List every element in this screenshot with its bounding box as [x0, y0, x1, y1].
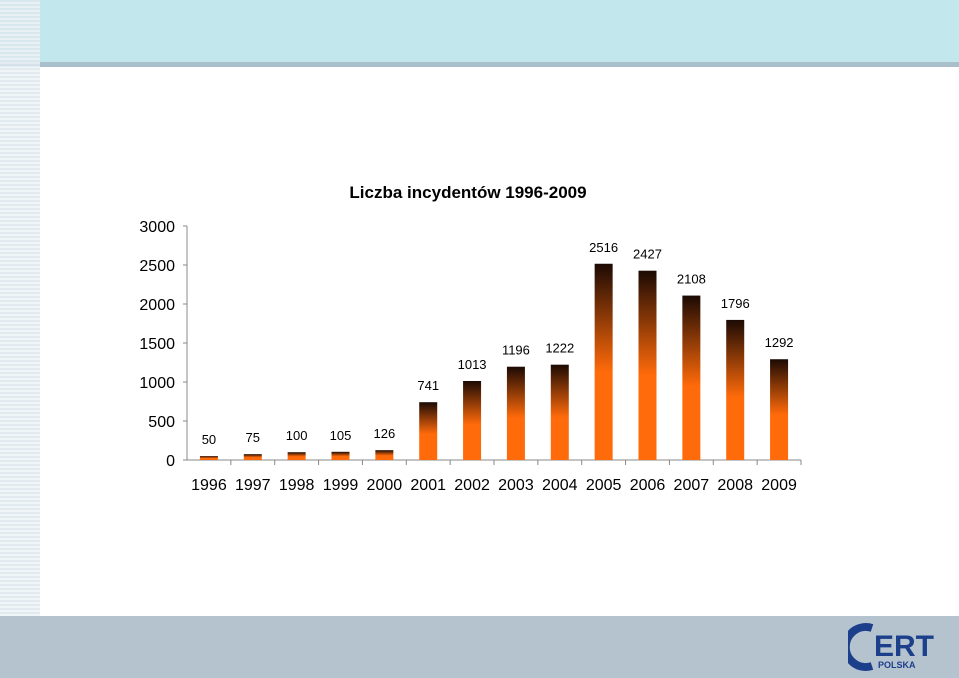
bar	[243, 454, 262, 460]
cert-polska-logo: ERT POLSKA	[848, 623, 934, 671]
data-label: 2108	[677, 272, 706, 287]
data-labels: 50 75 100 105 126 741 1013 1196 1222 2516 2427 2108…	[202, 240, 794, 447]
y-ticks: 0 500 1000 1500 2000 2500 3000	[139, 219, 187, 470]
x-tick-label: 1999	[323, 477, 359, 494]
left-decor-stripe	[0, 0, 40, 678]
bar	[682, 295, 701, 460]
y-tick-label: 500	[148, 414, 175, 431]
data-label: 1796	[721, 296, 750, 311]
y-tick-label: 2500	[139, 258, 175, 275]
bar	[419, 402, 438, 460]
x-tick-label: 2009	[761, 477, 797, 494]
chart-title: Liczba incydentów 1996-2009	[349, 183, 586, 202]
x-tick-label: 2005	[586, 477, 622, 494]
data-label: 1196	[502, 343, 530, 358]
logo-text: ERT	[874, 630, 934, 663]
x-tick-label: 2000	[367, 477, 403, 494]
y-tick-label: 3000	[139, 219, 175, 236]
logo-c-shape	[848, 623, 874, 671]
bar	[638, 270, 657, 460]
x-tick-label: 2006	[630, 477, 666, 494]
data-label: 126	[374, 426, 396, 441]
data-label: 741	[417, 378, 439, 393]
x-tick-label: 2007	[674, 477, 710, 494]
x-ticks: 1996 1997 1998 1999 2000 2001 2002 2003 2004 2005…	[191, 460, 802, 494]
data-label: 2516	[589, 240, 618, 255]
bar	[199, 456, 218, 460]
bar	[331, 451, 350, 460]
footer-band	[0, 616, 959, 678]
y-tick-label: 0	[166, 453, 175, 470]
data-label: 105	[330, 428, 352, 443]
data-label: 50	[202, 432, 216, 447]
bar	[726, 319, 745, 460]
bars	[199, 263, 789, 460]
bar	[770, 359, 789, 460]
data-label: 1292	[765, 335, 794, 350]
data-label: 1013	[458, 357, 487, 372]
bar	[287, 452, 306, 460]
data-label: 1222	[545, 341, 574, 356]
data-label: 75	[246, 430, 260, 445]
x-tick-label: 1998	[279, 477, 315, 494]
y-tick-label: 1000	[139, 375, 175, 392]
x-tick-label: 2001	[410, 477, 446, 494]
bar	[506, 366, 525, 460]
x-tick-label: 2002	[454, 477, 490, 494]
data-label: 100	[286, 428, 308, 443]
bar	[594, 263, 613, 460]
bar	[375, 450, 394, 460]
logo-subtext: POLSKA	[878, 660, 916, 670]
bar	[463, 380, 482, 460]
x-tick-label: 1996	[191, 477, 227, 494]
x-tick-label: 2004	[542, 477, 578, 494]
x-tick-label: 2003	[498, 477, 534, 494]
x-tick-label: 1997	[235, 477, 271, 494]
y-tick-label: 2000	[139, 297, 175, 314]
bar	[550, 364, 569, 460]
header-band	[0, 0, 959, 62]
data-label: 2427	[633, 247, 662, 262]
x-tick-label: 2008	[717, 477, 753, 494]
header-divider	[0, 62, 959, 67]
y-tick-label: 1500	[139, 336, 175, 353]
